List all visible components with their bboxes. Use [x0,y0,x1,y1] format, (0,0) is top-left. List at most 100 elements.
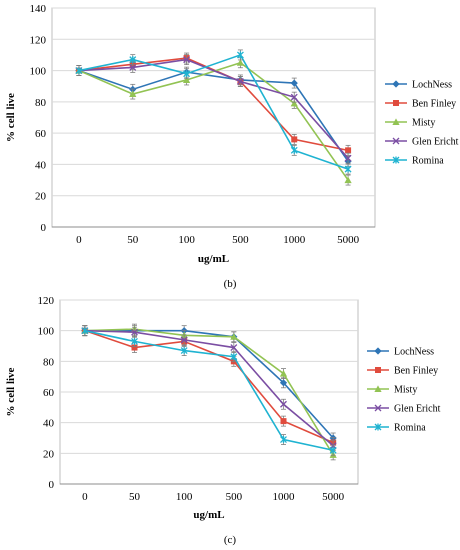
data-point [131,344,138,351]
y-tick-label: 120 [38,295,55,307]
series-line [84,329,334,452]
data-point [279,370,288,377]
x-tick-label: 50 [127,234,139,246]
x-tick-label: 100 [176,491,193,503]
series-line [84,329,334,439]
series-line [78,69,349,162]
legend-label: Ben Finley [412,99,456,110]
data-point [236,78,244,85]
series-line [84,329,334,447]
data-point [182,76,191,83]
legend: LochNess Ben Finley Misty Glen Ericht Romina [385,80,459,167]
x-tick-label: 5000 [322,491,345,503]
data-point [280,436,287,444]
legend: LochNess Ben Finley Misty Glen Ericht Romina [367,347,441,434]
data-point [129,63,137,71]
data-point [230,333,238,340]
x-axis-title: ug/mL [198,253,229,265]
legend-marker [374,404,382,412]
data-point [131,328,138,336]
chart-panel-b: 0 20 40 60 80 100 120 140 0 50 100 500 1000 5000 ug/mL… [5,3,459,290]
x-tick-label: 1000 [273,491,296,503]
x-tick-label: 5000 [337,234,360,246]
y-axis-title: % cell live [5,93,17,142]
legend-marker [392,80,400,88]
y-tick-label: 40 [35,159,47,171]
x-axis-title: ug/mL [193,509,224,521]
y-tick-label: 0 [49,479,55,491]
data-point [329,446,337,454]
data-point [280,418,287,425]
y-tick-label: 80 [43,356,55,368]
x-tick-label: 500 [232,234,249,246]
chart-panel-c: 0 20 40 60 80 100 120 0 50 100 500 1000 5000 ug/mL % c… [5,295,441,546]
series-line [84,328,334,456]
series-line [84,329,334,444]
legend-marker [374,423,382,431]
data-point [129,56,137,64]
data-point [290,99,298,107]
x-tick-label: 0 [82,491,88,503]
data-point [131,337,138,345]
data-point [290,79,298,87]
data-point [280,400,287,408]
legend-marker [374,347,382,355]
x-tick-label: 100 [178,234,195,246]
x-tick-label: 1000 [283,234,306,246]
series-romina [75,49,352,175]
data-point [290,146,298,154]
y-tick-label: 140 [30,3,47,15]
legend-label: Misty [394,385,417,396]
data-point [236,59,245,66]
legend-label: Glen Ericht [412,137,459,148]
data-point [291,136,298,143]
series-line [78,53,349,170]
data-point [344,165,352,173]
y-tick-label: 100 [38,326,55,338]
y-tick-label: 0 [41,222,47,234]
y-tick-label: 60 [43,387,55,399]
series-line [78,58,349,159]
legend-marker [393,100,399,106]
legend-label: Misty [412,118,435,129]
legend-label: LochNess [394,347,434,358]
data-point [230,344,238,351]
y-tick-label: 60 [35,128,47,140]
panel-caption: (b) [224,278,237,290]
data-point [344,154,352,162]
series-glen-ericht [81,325,337,452]
legend-label: LochNess [412,80,452,91]
data-point [230,353,238,361]
legend-label: Romina [394,423,426,434]
data-point [236,51,244,59]
y-tick-label: 20 [35,191,47,203]
x-tick-label: 500 [226,491,243,503]
legend-marker [374,385,382,392]
y-tick-label: 80 [35,97,47,109]
y-tick-label: 120 [30,34,47,46]
legend-marker [392,137,400,145]
data-point [81,327,89,335]
data-point [345,147,352,154]
legend-label: Ben Finley [394,366,438,377]
data-point [180,347,188,355]
legend-marker [375,367,381,373]
series-line [78,61,349,181]
data-point [180,336,188,344]
data-point [183,70,191,78]
legend-marker [392,118,400,125]
data-point [290,93,298,101]
x-tick-label: 50 [129,491,141,503]
legend-label: Romina [412,156,444,167]
data-point [183,56,191,64]
y-tick-label: 20 [43,448,55,460]
series-romina [81,325,337,456]
legend-label: Glen Ericht [394,404,441,415]
data-point [75,67,83,75]
y-axis-title: % cell live [5,367,17,416]
x-tick-label: 0 [76,234,82,246]
data-point [129,90,137,98]
panel-caption: (c) [224,534,237,546]
y-tick-label: 40 [43,418,55,430]
